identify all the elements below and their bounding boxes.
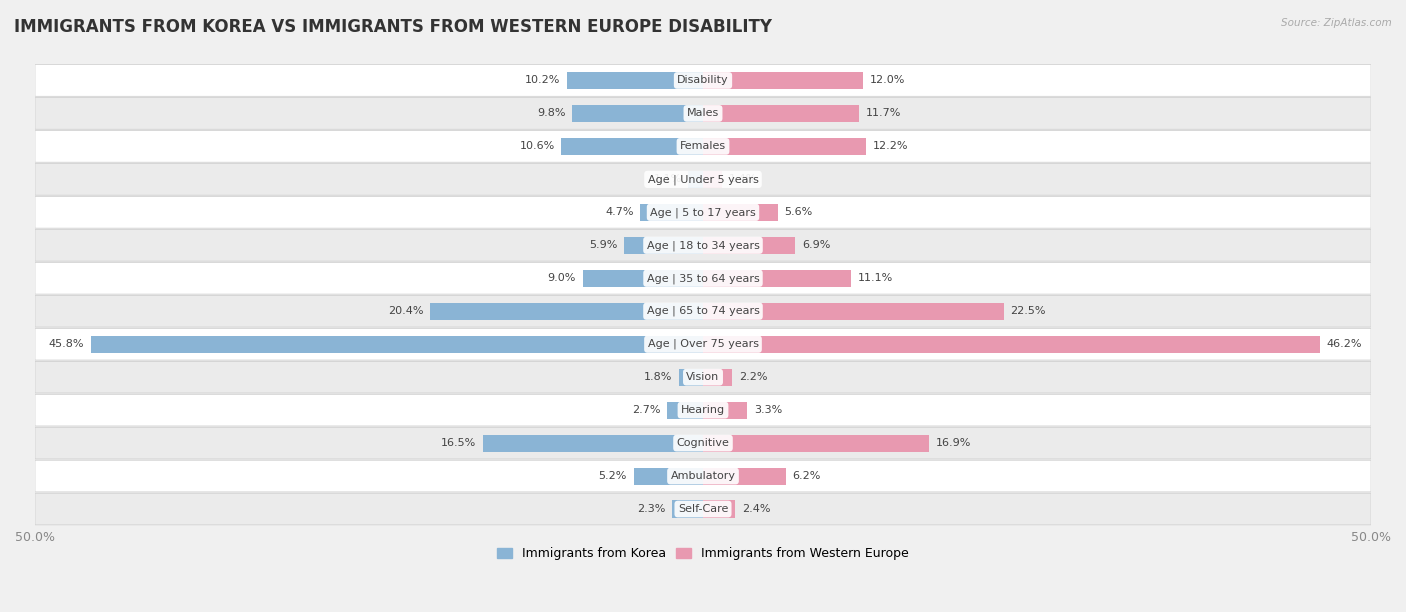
Legend: Immigrants from Korea, Immigrants from Western Europe: Immigrants from Korea, Immigrants from W… xyxy=(492,542,914,565)
Bar xyxy=(703,138,866,155)
FancyBboxPatch shape xyxy=(35,130,1371,162)
Bar xyxy=(640,204,703,221)
Text: Disability: Disability xyxy=(678,75,728,86)
Bar xyxy=(666,401,703,419)
Bar xyxy=(703,303,1004,320)
Text: 1.1%: 1.1% xyxy=(654,174,682,184)
FancyBboxPatch shape xyxy=(35,163,1371,195)
Text: Hearing: Hearing xyxy=(681,405,725,415)
FancyBboxPatch shape xyxy=(35,329,1371,360)
FancyBboxPatch shape xyxy=(35,263,1371,294)
Text: 5.6%: 5.6% xyxy=(785,207,813,217)
Text: 11.7%: 11.7% xyxy=(866,108,901,118)
Bar xyxy=(679,368,703,386)
Text: Ambulatory: Ambulatory xyxy=(671,471,735,481)
Text: 3.3%: 3.3% xyxy=(754,405,782,415)
Text: IMMIGRANTS FROM KOREA VS IMMIGRANTS FROM WESTERN EUROPE DISABILITY: IMMIGRANTS FROM KOREA VS IMMIGRANTS FROM… xyxy=(14,18,772,36)
Text: 6.2%: 6.2% xyxy=(793,471,821,481)
Text: 45.8%: 45.8% xyxy=(49,339,84,349)
FancyBboxPatch shape xyxy=(35,460,1371,492)
Text: 1.8%: 1.8% xyxy=(644,372,672,382)
Bar xyxy=(572,105,703,122)
Bar xyxy=(430,303,703,320)
Text: Females: Females xyxy=(681,141,725,151)
Bar xyxy=(703,368,733,386)
FancyBboxPatch shape xyxy=(35,230,1371,261)
Text: Self-Care: Self-Care xyxy=(678,504,728,514)
FancyBboxPatch shape xyxy=(35,196,1371,228)
Text: 4.7%: 4.7% xyxy=(605,207,634,217)
Bar xyxy=(689,171,703,188)
Text: Age | 18 to 34 years: Age | 18 to 34 years xyxy=(647,240,759,250)
Text: 2.7%: 2.7% xyxy=(631,405,661,415)
Text: 5.2%: 5.2% xyxy=(599,471,627,481)
FancyBboxPatch shape xyxy=(35,65,1371,96)
Text: Males: Males xyxy=(688,108,718,118)
Text: 2.3%: 2.3% xyxy=(637,504,665,514)
Bar xyxy=(703,270,851,287)
Text: 10.2%: 10.2% xyxy=(524,75,560,86)
Text: Cognitive: Cognitive xyxy=(676,438,730,448)
Bar xyxy=(624,237,703,254)
Bar xyxy=(703,105,859,122)
Text: 2.2%: 2.2% xyxy=(740,372,768,382)
Bar xyxy=(703,204,778,221)
Bar xyxy=(703,237,796,254)
Bar xyxy=(482,435,703,452)
Text: Age | 65 to 74 years: Age | 65 to 74 years xyxy=(647,306,759,316)
Text: Age | 5 to 17 years: Age | 5 to 17 years xyxy=(650,207,756,218)
FancyBboxPatch shape xyxy=(35,97,1371,129)
Bar xyxy=(634,468,703,485)
Bar xyxy=(703,72,863,89)
Text: Age | Under 5 years: Age | Under 5 years xyxy=(648,174,758,185)
Text: 12.0%: 12.0% xyxy=(870,75,905,86)
Bar xyxy=(703,401,747,419)
FancyBboxPatch shape xyxy=(35,394,1371,426)
Text: 20.4%: 20.4% xyxy=(388,306,423,316)
Text: Vision: Vision xyxy=(686,372,720,382)
Text: 6.9%: 6.9% xyxy=(801,241,830,250)
Bar xyxy=(567,72,703,89)
Text: 10.6%: 10.6% xyxy=(519,141,555,151)
Text: 16.9%: 16.9% xyxy=(935,438,970,448)
Text: 9.8%: 9.8% xyxy=(537,108,565,118)
Text: 12.2%: 12.2% xyxy=(873,141,908,151)
Bar xyxy=(703,501,735,518)
FancyBboxPatch shape xyxy=(35,493,1371,525)
Bar xyxy=(703,171,721,188)
Bar xyxy=(703,435,929,452)
FancyBboxPatch shape xyxy=(35,427,1371,459)
FancyBboxPatch shape xyxy=(35,361,1371,393)
Bar xyxy=(672,501,703,518)
Text: 11.1%: 11.1% xyxy=(858,274,893,283)
Bar xyxy=(703,468,786,485)
FancyBboxPatch shape xyxy=(35,296,1371,327)
Text: Age | 35 to 64 years: Age | 35 to 64 years xyxy=(647,273,759,283)
Text: Age | Over 75 years: Age | Over 75 years xyxy=(648,339,758,349)
Text: 5.9%: 5.9% xyxy=(589,241,617,250)
Text: 16.5%: 16.5% xyxy=(440,438,475,448)
Bar xyxy=(561,138,703,155)
Text: 22.5%: 22.5% xyxy=(1011,306,1046,316)
Text: 46.2%: 46.2% xyxy=(1327,339,1362,349)
Bar xyxy=(703,335,1320,353)
Text: 2.4%: 2.4% xyxy=(742,504,770,514)
Text: Source: ZipAtlas.com: Source: ZipAtlas.com xyxy=(1281,18,1392,28)
Text: 9.0%: 9.0% xyxy=(548,274,576,283)
Text: 1.4%: 1.4% xyxy=(728,174,756,184)
Bar xyxy=(582,270,703,287)
Bar xyxy=(91,335,703,353)
